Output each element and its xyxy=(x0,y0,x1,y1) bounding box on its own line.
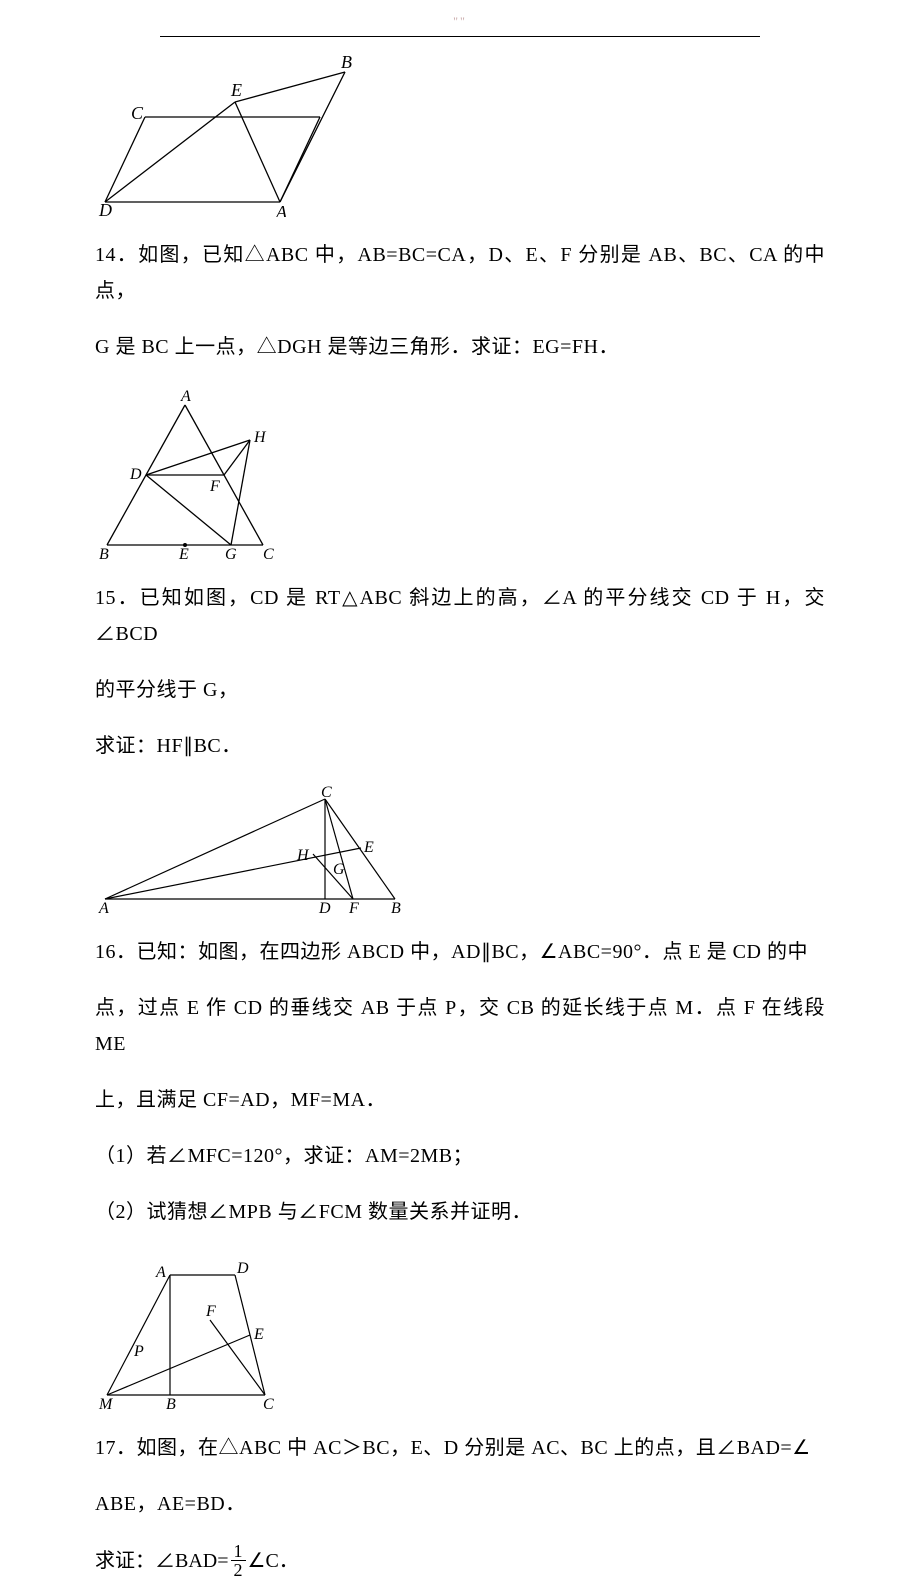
svg-text:F: F xyxy=(348,900,359,914)
svg-text:F: F xyxy=(209,478,220,495)
svg-text:E: E xyxy=(363,839,374,856)
figure-15: C H G E A D F B xyxy=(95,784,825,914)
svg-text:H: H xyxy=(253,429,267,446)
svg-text:M: M xyxy=(98,1396,114,1410)
svg-text:P: P xyxy=(133,1343,144,1360)
svg-text:C: C xyxy=(321,784,332,801)
fraction-den: 2 xyxy=(231,1561,246,1579)
svg-text:B: B xyxy=(341,52,352,72)
q17-line3-after: ∠C． xyxy=(248,1546,299,1576)
fraction-num: 1 xyxy=(231,1542,246,1561)
q16-line2: 点，过点 E 作 CD 的垂线交 AB 于点 P，交 CB 的延长线于点 M．点… xyxy=(95,990,825,1062)
figure-16: A D F E P M B C xyxy=(95,1250,825,1410)
q16-line5: （2）试猜想∠MPB 与∠FCM 数量关系并证明． xyxy=(95,1194,825,1230)
svg-text:D: D xyxy=(98,200,112,217)
svg-text:F: F xyxy=(205,1303,216,1320)
q17-line3: 求证：∠BAD= 1 2 ∠C． xyxy=(95,1542,825,1579)
svg-text:H: H xyxy=(296,847,310,864)
svg-text:A: A xyxy=(98,900,109,914)
svg-text:E: E xyxy=(253,1326,264,1343)
q16-line1: 16．已知：如图，在四边形 ABCD 中，AD∥BC，∠ABC=90°．点 E … xyxy=(95,934,825,970)
fraction-half: 1 2 xyxy=(231,1542,246,1579)
svg-text:D: D xyxy=(236,1260,249,1277)
q16-line3: 上，且满足 CF=AD，MF=MA． xyxy=(95,1082,825,1118)
svg-text:C: C xyxy=(131,103,144,123)
svg-text:G: G xyxy=(333,861,345,878)
svg-text:E: E xyxy=(178,546,189,560)
q15-line2: 的平分线于 G， xyxy=(95,672,825,708)
svg-text:B: B xyxy=(166,1396,176,1410)
header-mark: "" xyxy=(453,14,467,29)
svg-text:C: C xyxy=(263,546,274,560)
q17-line3-before: 求证：∠BAD= xyxy=(95,1546,229,1576)
q14-line1: 14．如图，已知△ABC 中，AB=BC=CA，D、E、F 分别是 AB、BC、… xyxy=(95,237,825,309)
q14-line2: G 是 BC 上一点，△DGH 是等边三角形．求证：EG=FH． xyxy=(95,329,825,365)
q15-line3: 求证：HF∥BC． xyxy=(95,728,825,764)
content: B E C D A 14．如图，已知△ABC 中，AB=BC=CA，D、E、F 分别是 … xyxy=(95,40,825,1579)
figure-13: B E C D A xyxy=(95,52,825,217)
svg-text:C: C xyxy=(263,1396,274,1410)
svg-text:A: A xyxy=(155,1264,166,1281)
svg-text:G: G xyxy=(225,546,237,560)
svg-text:B: B xyxy=(99,546,109,560)
svg-text:A: A xyxy=(275,202,288,217)
q15-line1: 15．已知如图，CD 是 RT△ABC 斜边上的高，∠A 的平分线交 CD 于 … xyxy=(95,580,825,652)
figure-14: A H D F B E G C xyxy=(95,385,825,560)
q17-line1: 17．如图，在△ABC 中 AC＞BC，E、D 分别是 AC、BC 上的点，且∠… xyxy=(95,1430,825,1466)
svg-text:E: E xyxy=(230,80,242,100)
q17-line2: ABE，AE=BD． xyxy=(95,1486,825,1522)
svg-text:D: D xyxy=(129,466,142,483)
header-rule xyxy=(160,36,760,37)
svg-text:D: D xyxy=(318,900,331,914)
svg-text:B: B xyxy=(391,900,401,914)
page: "" B E C D A 14．如图，已知△ABC 中，AB=BC=CA，D、E、F 分… xyxy=(0,0,920,1302)
q16-line4: （1）若∠MFC=120°，求证：AM=2MB； xyxy=(95,1138,825,1174)
svg-text:A: A xyxy=(180,388,191,405)
